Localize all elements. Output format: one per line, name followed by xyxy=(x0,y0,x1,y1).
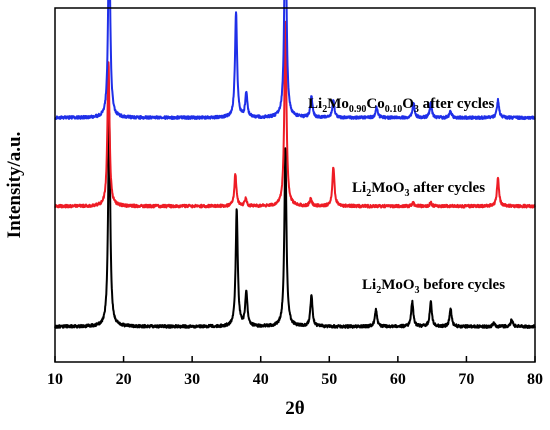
series-label-part: before cycles xyxy=(420,277,506,293)
series-label-part: 2 xyxy=(322,104,327,115)
plot-lines xyxy=(54,0,536,329)
series-label-part: Co xyxy=(366,96,384,112)
x-tick-label: 70 xyxy=(458,371,474,388)
series-label-part: 3 xyxy=(414,104,419,115)
series-label-part: Li xyxy=(362,277,376,293)
series-label-part: 2 xyxy=(376,285,381,296)
plot-frame xyxy=(54,7,536,363)
series-label-part: Mo xyxy=(327,96,349,112)
series-label-part: 3 xyxy=(415,285,420,296)
x-tick-label: 80 xyxy=(527,371,543,388)
x-tick-label: 10 xyxy=(47,371,63,388)
series-line-before xyxy=(54,111,536,329)
series-label-doped: Li2Mo0.90Co0.10O3 after cycles xyxy=(308,96,495,115)
series-line-after xyxy=(54,20,536,209)
x-tick-label: 30 xyxy=(184,371,200,388)
series-label-part: 0.10 xyxy=(385,104,403,115)
series-label-part: 2 xyxy=(366,188,371,199)
series-line-doped xyxy=(54,0,536,121)
x-tick-label: 20 xyxy=(116,371,132,388)
x-tick-label: 40 xyxy=(253,371,269,388)
series-label-part: MoO xyxy=(371,180,404,196)
series-label-part: after cycles xyxy=(419,96,495,112)
series-label-after: Li2MoO3 after cycles xyxy=(352,180,485,199)
series-label-part: 3 xyxy=(405,188,410,199)
x-axis-ticks xyxy=(54,356,536,362)
series-label-part: after cycles xyxy=(410,180,486,196)
series-label-part: 0.90 xyxy=(349,104,367,115)
x-tick-label: 50 xyxy=(321,371,337,388)
series-label-part: MoO xyxy=(381,277,414,293)
y-axis-label: Intensity/a.u. xyxy=(4,132,25,239)
series-label-part: O xyxy=(402,96,414,112)
series-label-before: Li2MoO3 before cycles xyxy=(362,277,505,296)
series-label-part: Li xyxy=(308,96,322,112)
series-label-part: Li xyxy=(352,180,366,196)
x-tick-label: 60 xyxy=(390,371,406,388)
x-axis-tick-labels: 10 20 30 40 50 60 70 80 xyxy=(47,371,543,388)
x-axis-label: 2θ xyxy=(285,398,305,419)
